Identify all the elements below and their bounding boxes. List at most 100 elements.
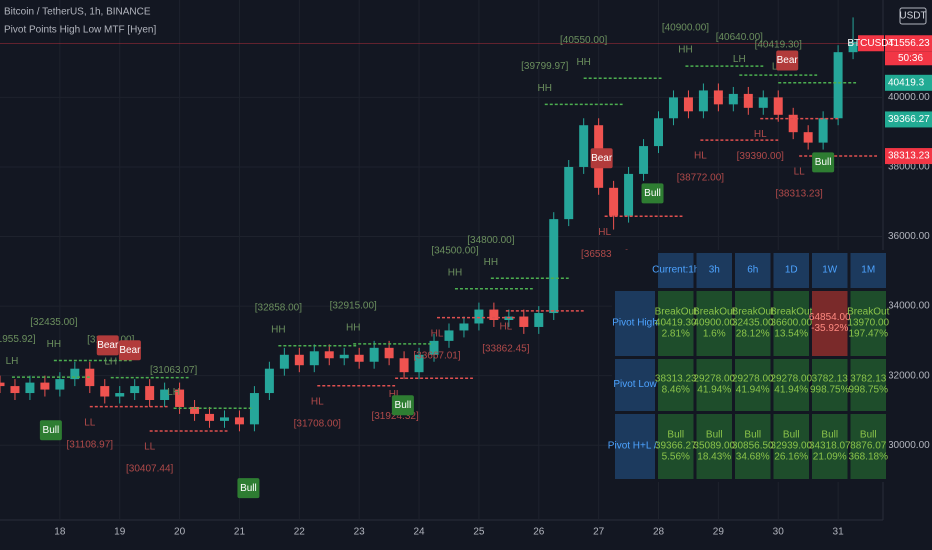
x-tick-label: 22 [294,527,306,538]
pivot-kind: HL [431,328,444,339]
table-cell-text: 34318.07 [809,441,851,452]
table-cell [735,414,771,479]
signal-badge [776,50,799,71]
pivot-kind: LH [167,387,180,398]
candle-body [818,118,828,143]
table-header-cell [850,253,886,288]
pivot-kind: HL [389,389,402,400]
signal-badge [812,152,835,173]
table-header-cell [735,253,771,288]
table-cell [658,414,694,479]
table-cell [658,291,694,356]
x-tick-label: 27 [593,527,605,538]
price-tag-label: 39366.27 [888,114,930,125]
candle-body [55,379,65,390]
candle-body [773,97,783,115]
table-cell-text: BreakOut [847,307,889,318]
table-header-cell [658,253,694,288]
symbol-box [858,35,884,52]
table-cell-text: Bull [783,430,800,441]
table-cell [812,414,848,479]
table-cell-text: 40900.00 [693,318,735,329]
price-tag [885,74,932,91]
table-header: Current:1h [652,265,699,276]
table-cell [850,414,886,479]
table-row-header-cell [615,359,655,411]
chart-title: Bitcoin / TetherUS, 1h, BINANCE [4,7,151,18]
pivot-label: [31108.97] [67,439,114,450]
candle-body [205,413,215,421]
pivot-kind: HH [271,324,285,335]
candle-body [234,417,244,425]
candle-body [294,354,304,366]
table-header: 6h [747,265,758,276]
candle-body [668,97,678,119]
x-tick-label: 30 [773,527,785,538]
candle-body [100,386,110,397]
candle-body [639,146,649,174]
candle-body [25,382,35,394]
signal-label: Bear [97,340,119,351]
candle-body [459,323,469,331]
indicator-title: Pivot Points High Low MTF [Hyen] [4,25,156,36]
pivot-kind: HL [499,322,512,333]
y-tick-label: 34000.00 [888,301,930,312]
candle-body [654,118,663,147]
table-cell-text: BreakOut [693,307,735,318]
pivot-kind: HL [694,151,707,162]
pivot-label: [39390.00] [737,151,784,162]
pivot-label: [39799.97] [521,61,568,72]
candle-body [549,219,559,314]
signal-badge [590,148,613,169]
candle-body [698,90,708,112]
price-tag [885,111,932,128]
table-row-header-cell [615,291,655,356]
pivot-label: [32435.00] [30,317,77,328]
candle-body [713,90,723,105]
candle-body [369,347,379,362]
candle-body [70,368,80,380]
table-cell-text: 13970.00 [847,318,889,329]
candle-body [0,382,5,387]
candle-body [788,114,798,133]
table-cell-text: Bull [821,430,838,441]
table-cell-text: 32435.00 [732,318,774,329]
pivot-label: [34800.00] [467,235,514,246]
pivot-kind: HH [47,339,61,350]
signal-label: Bull [644,188,661,199]
signal-label: Bull [395,400,412,411]
table-cell-text: 29278.00 [732,374,774,385]
table-cell-text: 32939.00 [770,441,812,452]
table-cell-text: 41.94% [697,385,731,396]
table-header: 3h [709,265,720,276]
x-tick-label: 24 [413,527,425,538]
signal-label: Bull [240,483,257,494]
candle-body [354,354,364,362]
table-cell-text: 18.43% [697,452,731,463]
candle-body [160,389,170,400]
table-cell-text: 30856.50 [732,441,774,452]
pivot-label: [31063.07] [150,365,197,376]
table-header: 1D [785,265,798,276]
table-row-header-cell [615,414,655,479]
pivot-kind: HL [598,227,611,238]
table-cell-text: BreakOut [732,307,774,318]
pivot-label: [31708.00] [294,418,341,429]
plot [0,17,883,432]
y-tick-label: 38000.00 [888,162,930,173]
table-cell [696,414,732,479]
candle-body [579,125,589,167]
pivot-label: [34500.00] [431,245,478,256]
candle-body [414,354,424,373]
table-cell-text: Bull [667,430,684,441]
table-cell-text: BreakOut [770,307,812,318]
pivot-kind: HH [538,83,552,94]
pivot-label: [33862.45] [482,344,529,355]
pivot-kind: HL [311,396,324,407]
table-cell [696,291,732,356]
candle-body [429,340,439,355]
pivot-kind: HH [484,257,498,268]
signal-label: Bear [591,153,613,164]
table-cell [735,291,771,356]
